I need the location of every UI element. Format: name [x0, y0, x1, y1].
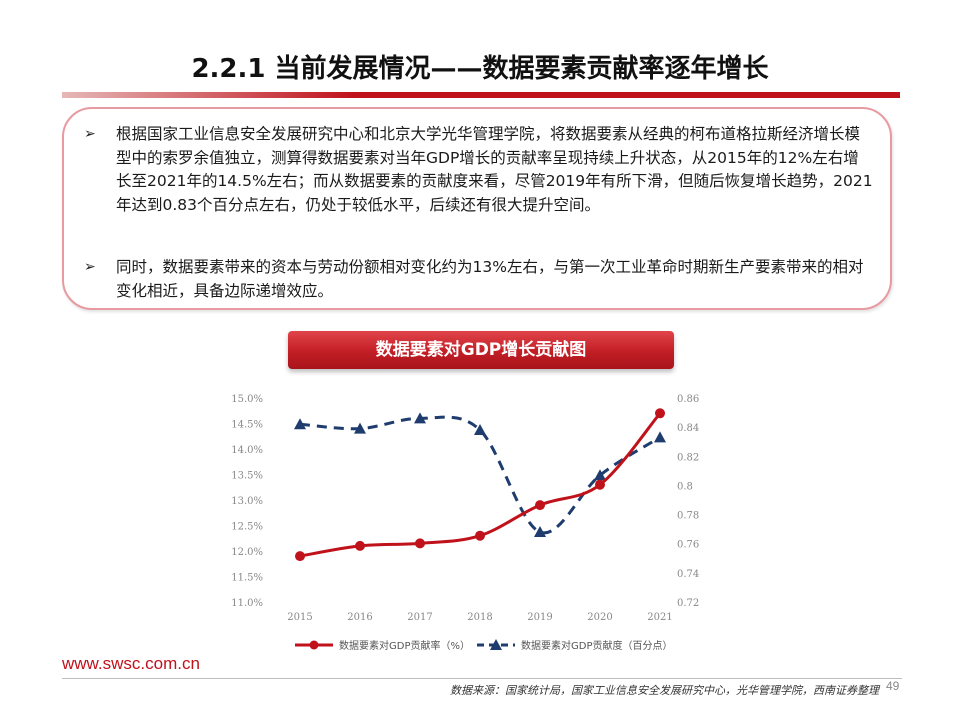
- x-tick-label: 2020: [587, 612, 612, 623]
- y-right-tick-label: 0.86: [677, 394, 699, 405]
- legend-label-degree: 数据要素对GDP贡献度（百分点）: [521, 639, 672, 652]
- contribution-chart: 11.0% 11.5% 12.0% 12.5% 13.0% 13.5% 14.0% 14.5%…: [231, 394, 699, 652]
- bullet-text: 根据国家工业信息安全发展研究中心和北京大学光华管理学院，将数据要素从经典的柯布道…: [116, 125, 873, 214]
- page-title: 2.2.1 当前发展情况——数据要素贡献率逐年增长: [191, 54, 769, 84]
- circle-marker: [595, 479, 605, 490]
- y-left-tick-label: 12.0%: [231, 547, 263, 558]
- circle-marker: [475, 530, 485, 541]
- circle-marker: [655, 408, 665, 419]
- x-tick-label: 2018: [467, 612, 492, 623]
- triangle-marker: [354, 422, 366, 434]
- triangle-marker: [294, 418, 306, 430]
- bullet-item: ➢ 根据国家工业信息安全发展研究中心和北京大学光华管理学院，将数据要素从经典的柯…: [84, 123, 874, 217]
- triangle-marker: [414, 412, 426, 424]
- footer-url[interactable]: www.swsc.com.cn: [62, 654, 200, 673]
- footer-divider: [62, 678, 902, 679]
- triangle-marker: [654, 431, 666, 443]
- legend-marker-rate: [309, 640, 319, 650]
- circle-marker: [355, 540, 365, 551]
- y-left-tick-label: 13.5%: [231, 471, 263, 482]
- y-right-tick-label: 0.74: [677, 569, 699, 580]
- x-tick-label: 2021: [647, 612, 672, 623]
- legend-label-rate: 数据要素对GDP贡献率（%）: [339, 639, 470, 652]
- x-tick-label: 2017: [407, 612, 432, 623]
- page-number: 49: [886, 679, 900, 693]
- bullet-text: 同时，数据要素带来的资本与劳动份额相对变化约为13%左右，与第一次工业革命时期新…: [116, 258, 864, 300]
- y-left-tick-label: 13.0%: [231, 496, 263, 507]
- y-right-tick-label: 0.72: [677, 598, 699, 609]
- x-tick-label: 2015: [287, 612, 312, 623]
- y-left-tick-label: 15.0%: [231, 394, 263, 405]
- y-left-tick-label: 12.5%: [231, 522, 263, 533]
- x-tick-label: 2016: [347, 612, 372, 623]
- y-left-tick-label: 11.5%: [231, 573, 263, 584]
- circle-marker: [295, 551, 305, 562]
- y-right-tick-label: 0.82: [677, 452, 699, 463]
- y-right-tick-label: 0.78: [677, 511, 699, 522]
- x-tick-label: 2019: [527, 612, 552, 623]
- y-left-tick-label: 14.5%: [231, 420, 263, 431]
- triangle-marker: [474, 424, 486, 436]
- summary-box: ➢ 根据国家工业信息安全发展研究中心和北京大学光华管理学院，将数据要素从经典的柯…: [62, 107, 892, 310]
- y-right-tick-label: 0.84: [677, 423, 699, 434]
- chart-title-banner: 数据要素对GDP增长贡献图: [288, 331, 674, 369]
- bullet-arrow-icon: ➢: [84, 126, 96, 142]
- circle-marker: [535, 500, 545, 511]
- y-right-tick-label: 0.76: [677, 540, 699, 551]
- circle-marker: [415, 538, 425, 549]
- bullet-item: ➢ 同时，数据要素带来的资本与劳动份额相对变化约为13%左右，与第一次工业革命时…: [84, 256, 874, 303]
- triangle-marker: [534, 526, 546, 538]
- triangle-marker: [594, 469, 606, 481]
- data-source-note: 数据来源：国家统计局，国家工业信息安全发展研究中心，光华管理学院，西南证券整理: [450, 684, 879, 697]
- title-underline: [62, 92, 900, 98]
- y-right-tick-label: 0.8: [677, 481, 693, 492]
- legend-marker-degree: [490, 639, 502, 650]
- bullet-arrow-icon: ➢: [84, 259, 96, 275]
- y-left-tick-label: 11.0%: [231, 598, 263, 609]
- y-left-tick-label: 14.0%: [231, 445, 263, 456]
